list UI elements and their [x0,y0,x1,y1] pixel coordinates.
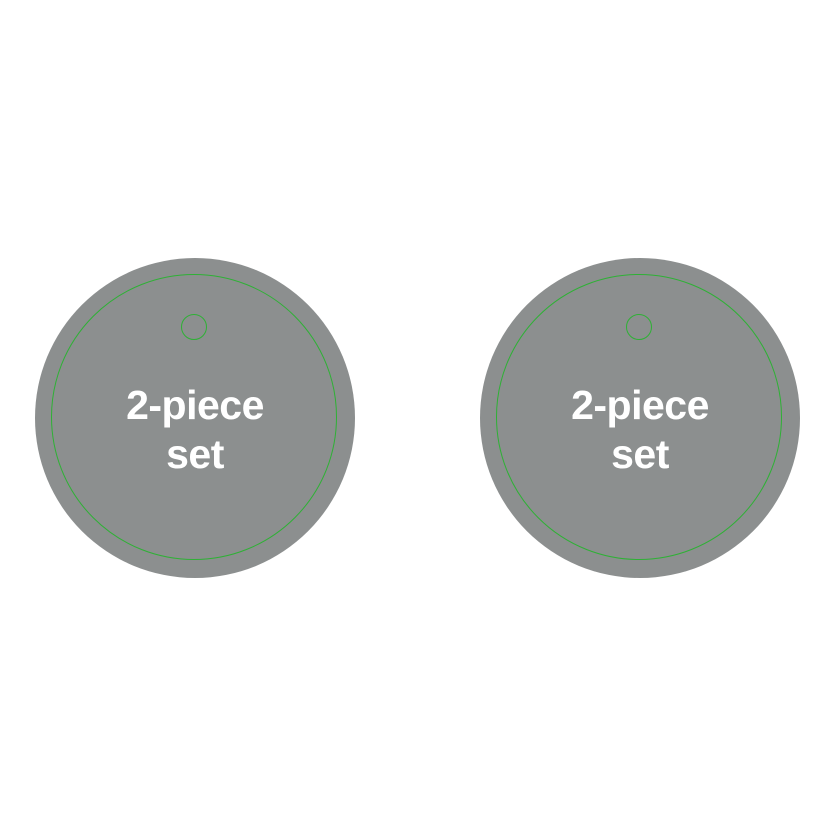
tag-label: 2-piece set [35,381,355,479]
hang-hole-icon [626,314,652,340]
cut-line-outline [496,274,782,560]
tag-label: 2-piece set [480,381,800,479]
cut-line-outline [51,274,337,560]
tag-label-line-2: set [611,431,669,477]
tag-label-line-1: 2-piece [571,382,709,428]
round-tag-right: 2-piece set [480,258,800,578]
tag-label-line-1: 2-piece [126,382,264,428]
tag-label-line-2: set [166,431,224,477]
hang-hole-icon [181,314,207,340]
round-tag-left: 2-piece set [35,258,355,578]
